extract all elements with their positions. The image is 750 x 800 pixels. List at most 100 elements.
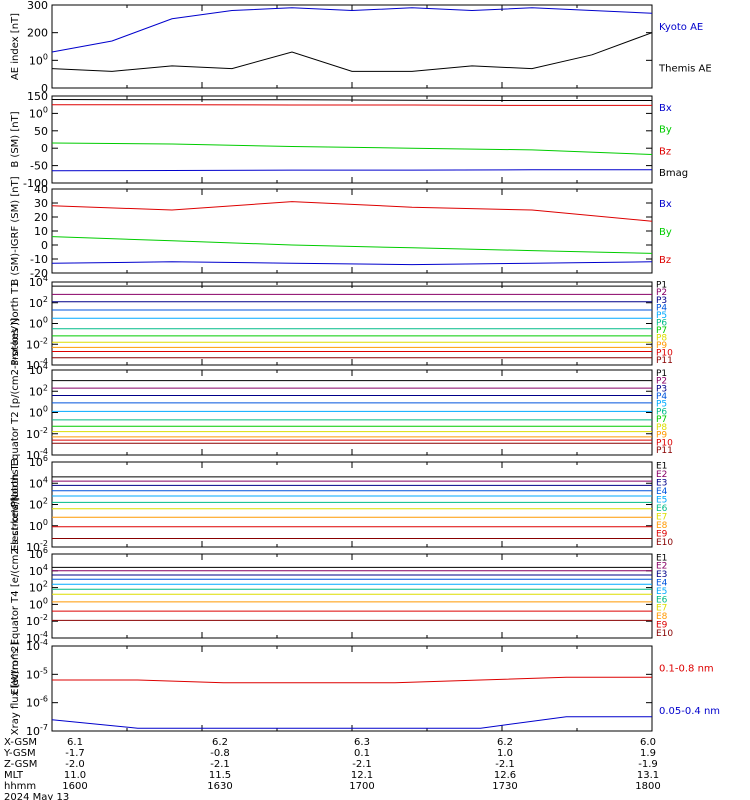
legend-entry: 0.05-0.4 nm — [659, 706, 720, 717]
ephemeris-value: 13.1 — [637, 770, 659, 781]
ephemeris-label: Z-GSM — [4, 759, 37, 770]
series-line-bz — [52, 104, 652, 106]
y-tick-label: 104 — [29, 274, 48, 289]
panel-frame — [51, 369, 653, 456]
y-tick-label: 106 — [29, 546, 48, 561]
date-label: 2024 May 13 — [4, 792, 69, 800]
ephemeris-value: -0.8 — [210, 748, 230, 759]
y-tick-label: 10-2 — [26, 336, 48, 351]
ephemeris-value: 1.0 — [497, 748, 513, 759]
panel-frame — [51, 645, 653, 732]
y-tick-label: 50 — [34, 125, 48, 138]
legend-entry: Themis AE — [658, 63, 712, 74]
y-axis-label: B (SM)-IGRF (SM) [nT] — [10, 176, 21, 285]
legend-entry: E2 — [656, 470, 667, 480]
legend-entry: P10 — [656, 349, 673, 359]
legend-entry: E9 — [656, 529, 668, 539]
ephemeris-label: hhmm — [4, 781, 36, 792]
legend-entry: E4 — [656, 579, 668, 589]
y-tick-label: 10 — [34, 225, 48, 238]
y-tick-label: 102 — [29, 295, 48, 310]
series-line-bx — [51, 169, 652, 172]
legend-entry: E6 — [656, 595, 668, 605]
y-tick-label: 104 — [29, 475, 48, 490]
y-tick-label: 102 — [29, 497, 48, 512]
panel-frame — [51, 188, 653, 274]
legend-entry: 0.1-0.8 nm — [659, 663, 714, 674]
legend-entry: Bmag — [659, 168, 688, 179]
panel-frame — [51, 553, 653, 639]
ephemeris-value: 11.0 — [64, 770, 86, 781]
series-line-bz — [51, 201, 653, 222]
legend-entry: E5 — [656, 587, 667, 597]
y-tick-label: 10-4 — [26, 447, 48, 462]
series-line-by — [51, 236, 653, 254]
ephemeris-value: -2.1 — [352, 759, 372, 770]
legend-entry: P11 — [656, 356, 673, 366]
y-tick-label: -50 — [30, 160, 48, 173]
legend-entry: E1 — [656, 553, 667, 563]
ephemeris-label: Y-GSM — [3, 748, 36, 759]
legend-entry: P1 — [656, 281, 667, 291]
legend-entry: Kyoto AE — [659, 22, 703, 33]
y-tick-label: 106 — [29, 454, 48, 469]
y-tick-label: -10 — [30, 253, 48, 266]
y-tick-label: 102 — [29, 580, 48, 595]
ephemeris-label: X-GSM — [4, 737, 37, 748]
y-tick-label: 100 — [29, 52, 48, 67]
y-tick-label: 10-7 — [26, 723, 48, 738]
legend-entry: P8 — [656, 333, 667, 343]
y-tick-label: 150 — [27, 90, 48, 103]
y-axis-label: Xray flux [W/m^2] — [10, 642, 21, 736]
legend-entry: By — [659, 227, 672, 238]
panel-4: 10-4 10-2 100 102 104 Protons Equator T2 [p/(… — [10, 318, 673, 507]
legend-entry: P9 — [656, 341, 667, 351]
ephemeris-value: 1730 — [492, 781, 517, 792]
legend-entry: P3 — [656, 296, 667, 306]
panel-1: -100 -50 0 50 100 150 B (SM) [nT] Bx By Bz Bmag — [10, 90, 688, 190]
ephemeris-value: -2.0 — [65, 759, 85, 770]
legend-entry: Bz — [659, 146, 671, 157]
y-tick-label: 100 — [29, 596, 48, 611]
ephemeris-value: 1630 — [207, 781, 232, 792]
ephemeris-table: X-GSM 6.1 6.2 6.3 6.2 6.0 Y-GSM -1.7 -0.8 0.1 1.0 1… — [3, 737, 661, 800]
series-line-0-1-0-8-nm — [52, 676, 652, 684]
ephemeris-value: -1.9 — [638, 759, 658, 770]
legend-entry: P4 — [656, 392, 667, 402]
legend-entry: P6 — [656, 318, 667, 328]
legend-entry: E10 — [656, 629, 673, 639]
legend-entry: E7 — [656, 512, 667, 522]
ephemeris-value: -2.1 — [495, 759, 515, 770]
legend-entry: P10 — [656, 438, 673, 448]
legend-entry: P2 — [656, 377, 667, 387]
ephemeris-value: -2.1 — [210, 759, 230, 770]
y-tick-label: 102 — [29, 383, 48, 398]
y-axis-label: Protons North T1 — [10, 281, 21, 365]
legend-entry: By — [659, 125, 672, 136]
y-tick-label: 300 — [27, 0, 48, 12]
series-line-themis-ae — [51, 32, 653, 72]
y-tick-label: 100 — [29, 105, 48, 120]
ephemeris-value: 1600 — [62, 781, 87, 792]
ephemeris-label: MLT — [4, 770, 24, 781]
series-line-0-05-0-4-nm — [51, 716, 652, 729]
legend-entry: P4 — [656, 303, 667, 313]
ephemeris-value: 6.2 — [497, 737, 513, 748]
panel-frame — [51, 461, 653, 548]
y-axis-label: Electrons Equator T4 [e/(cm2-s-sr-keV)] — [10, 497, 21, 694]
y-axis-label: B (SM) [nT] — [10, 111, 21, 167]
y-axis-label: AE index [nT] — [10, 13, 21, 80]
y-tick-label: 10-6 — [26, 695, 48, 710]
legend-entry: E8 — [656, 521, 668, 531]
legend-entry: P11 — [656, 446, 673, 456]
series-line-bmag — [51, 99, 652, 101]
y-tick-label: 200 — [27, 27, 48, 40]
legend-entry: P7 — [656, 415, 667, 425]
y-axis-label: Electrons North T3 — [10, 458, 21, 551]
legend-entry: E3 — [656, 570, 667, 580]
ephemeris-value: 12.6 — [494, 770, 516, 781]
y-tick-label: 0 — [41, 82, 48, 95]
panel-7: 10-7 10-6 10-5 10-4 Xray flux [W/m^2] 0.1-0.8… — [10, 638, 720, 738]
y-tick-label: -100 — [23, 177, 48, 190]
